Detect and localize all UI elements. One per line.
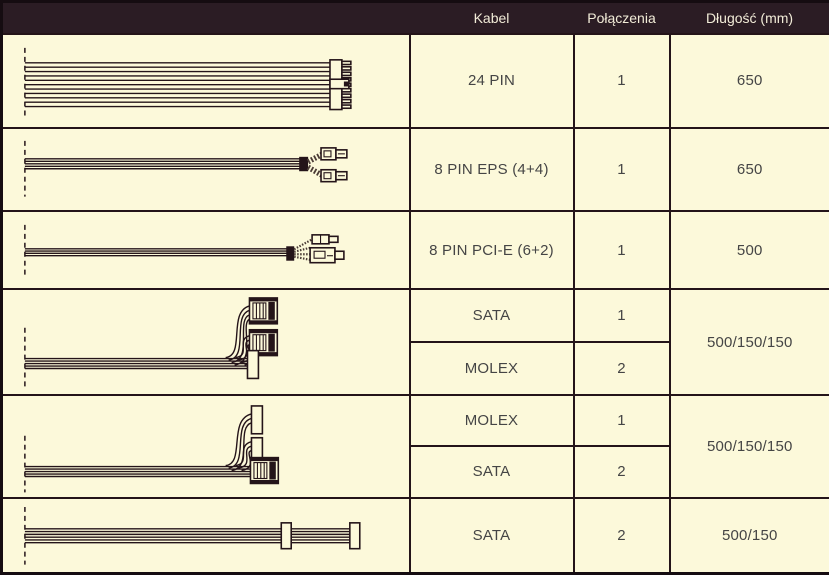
- cable-type-cell: SATA: [410, 446, 574, 498]
- eps-4pin-connector-bottom: [321, 170, 347, 182]
- cable-illustration-cell: [2, 211, 410, 289]
- cable-illustration-cell: [2, 498, 410, 574]
- atx-24pin-cable-icon: [3, 35, 409, 127]
- connection-count-cell: 1: [574, 395, 670, 446]
- cable-type-cell: 24 PIN: [410, 34, 574, 128]
- cable-type-cell: SATA: [410, 289, 574, 342]
- header-length: Długość (mm): [670, 2, 829, 34]
- length-cell: 500/150/150: [670, 395, 829, 497]
- sata-connector-end: [247, 351, 258, 379]
- table-row: 8 PIN EPS (4+4) 1 650: [2, 128, 829, 211]
- molex-plus-2sata-cable-icon: [3, 396, 409, 496]
- pcie-2pin-connector: [312, 235, 338, 244]
- cable-spec-page: Kabel Połączenia Długość (mm): [0, 0, 829, 563]
- table-row: SATA 2 500/150: [2, 498, 829, 574]
- length-cell: 650: [670, 128, 829, 211]
- connection-count-cell: 1: [574, 34, 670, 128]
- molex-connector-top: [249, 298, 277, 324]
- cable-illustration-cell: [2, 34, 410, 128]
- connection-count-cell: 1: [574, 211, 670, 289]
- connection-count-cell: 2: [574, 498, 670, 574]
- connection-count-cell: 1: [574, 128, 670, 211]
- cable-illustration-cell: [2, 128, 410, 211]
- cable-type-cell: MOLEX: [410, 342, 574, 396]
- cable-type-cell: MOLEX: [410, 395, 574, 446]
- length-cell: 500: [670, 211, 829, 289]
- header-row: Kabel Połączenia Długość (mm): [2, 2, 829, 34]
- pcie-6plus2-cable-icon: [3, 212, 409, 288]
- cable-type-cell: SATA: [410, 498, 574, 574]
- pcie-6pin-connector: [310, 248, 344, 263]
- cable-type-cell: 8 PIN EPS (4+4): [410, 128, 574, 211]
- connection-count-cell: 1: [574, 289, 670, 342]
- sata-connector-end: [350, 523, 360, 549]
- table-row: MOLEX 1 500/150/150: [2, 395, 829, 446]
- eps-4plus4-cable-icon: [3, 129, 409, 210]
- header-cable: Kabel: [410, 2, 574, 34]
- table-row: SATA 1 500/150/150: [2, 289, 829, 342]
- sata-plus-2molex-cable-icon: [3, 290, 409, 394]
- connection-count-cell: 2: [574, 342, 670, 396]
- length-cell: 500/150: [670, 498, 829, 574]
- atx-24pin-connector: [330, 59, 351, 109]
- molex-connector-end: [250, 458, 278, 484]
- dual-inline-sata-cable-icon: [3, 499, 409, 573]
- header-connections: Połączenia: [574, 2, 670, 34]
- connection-count-cell: 2: [574, 446, 670, 498]
- sata-connector-inline: [281, 523, 291, 549]
- table-row: 24 PIN 1 650: [2, 34, 829, 128]
- header-illustration-cell: [2, 2, 410, 34]
- cable-illustration-cell: [2, 395, 410, 497]
- length-cell: 500/150/150: [670, 289, 829, 395]
- table-row: 8 PIN PCI-E (6+2) 1 500: [2, 211, 829, 289]
- cable-illustration-cell: [2, 289, 410, 395]
- cable-type-cell: 8 PIN PCI-E (6+2): [410, 211, 574, 289]
- eps-4pin-connector-top: [321, 148, 347, 160]
- sata-connector-top: [251, 406, 262, 434]
- length-cell: 650: [670, 34, 829, 128]
